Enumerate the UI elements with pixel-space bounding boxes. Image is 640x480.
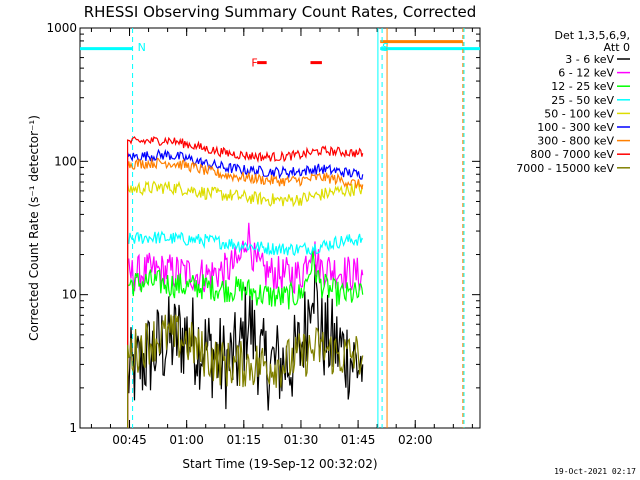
plot-frame (79, 27, 481, 429)
y-tick-label: 1000 (46, 21, 77, 35)
legend-label: 3 - 6 keV (565, 53, 614, 66)
series-line-9 (126, 314, 364, 428)
x-axis-label: Start Time (19-Sep-12 00:32:02) (182, 457, 377, 471)
legend-label: 12 - 25 keV (551, 80, 614, 93)
legend-label: 7000 - 15000 keV (516, 162, 614, 175)
series-line-7 (126, 157, 364, 428)
annotation-f: F (251, 57, 257, 70)
series-line-5 (126, 180, 364, 428)
legend-label: 800 - 7000 keV (530, 148, 614, 161)
legend-label: 25 - 50 keV (551, 94, 614, 107)
y-tick-label: 10 (62, 288, 77, 302)
legend-label: 100 - 300 keV (537, 121, 614, 134)
series-line-2 (126, 222, 364, 428)
series-line-1 (126, 264, 364, 428)
series-line-3 (126, 250, 364, 428)
x-tick-label: 01:00 (169, 433, 204, 447)
x-tick-label: 01:45 (341, 433, 376, 447)
annotation-s: S (382, 41, 389, 54)
legend-label: 50 - 100 keV (544, 107, 614, 120)
legend-header-line-1: Det 1,3,5,6,9, (554, 29, 630, 42)
x-tick-label: 01:15 (227, 433, 262, 447)
y-axis-label-text: Corrected Count Rate (s⁻¹ detector⁻¹) (27, 115, 41, 341)
y-tick-label: 1 (69, 421, 77, 435)
x-tick-label: 01:30 (284, 433, 319, 447)
series-line-8 (126, 136, 364, 428)
x-tick-label: 02:00 (398, 433, 433, 447)
annotation-n: N (138, 41, 146, 54)
legend-label: 300 - 800 keV (537, 135, 614, 148)
chart-title: RHESSI Observing Summary Count Rates, Co… (84, 3, 477, 21)
x-tick-label: 00:45 (112, 433, 147, 447)
legend-label: 6 - 12 keV (558, 67, 614, 80)
footer-timestamp: 19-Oct-2021 02:17 (554, 467, 636, 476)
legend-header-line-2: Att 0 (604, 41, 630, 54)
y-axis-label: Corrected Count Rate (s⁻¹ detector⁻¹) (27, 115, 41, 341)
y-tick-label: 100 (54, 154, 77, 168)
series-line-6 (126, 148, 364, 428)
series-line-4 (126, 230, 364, 428)
